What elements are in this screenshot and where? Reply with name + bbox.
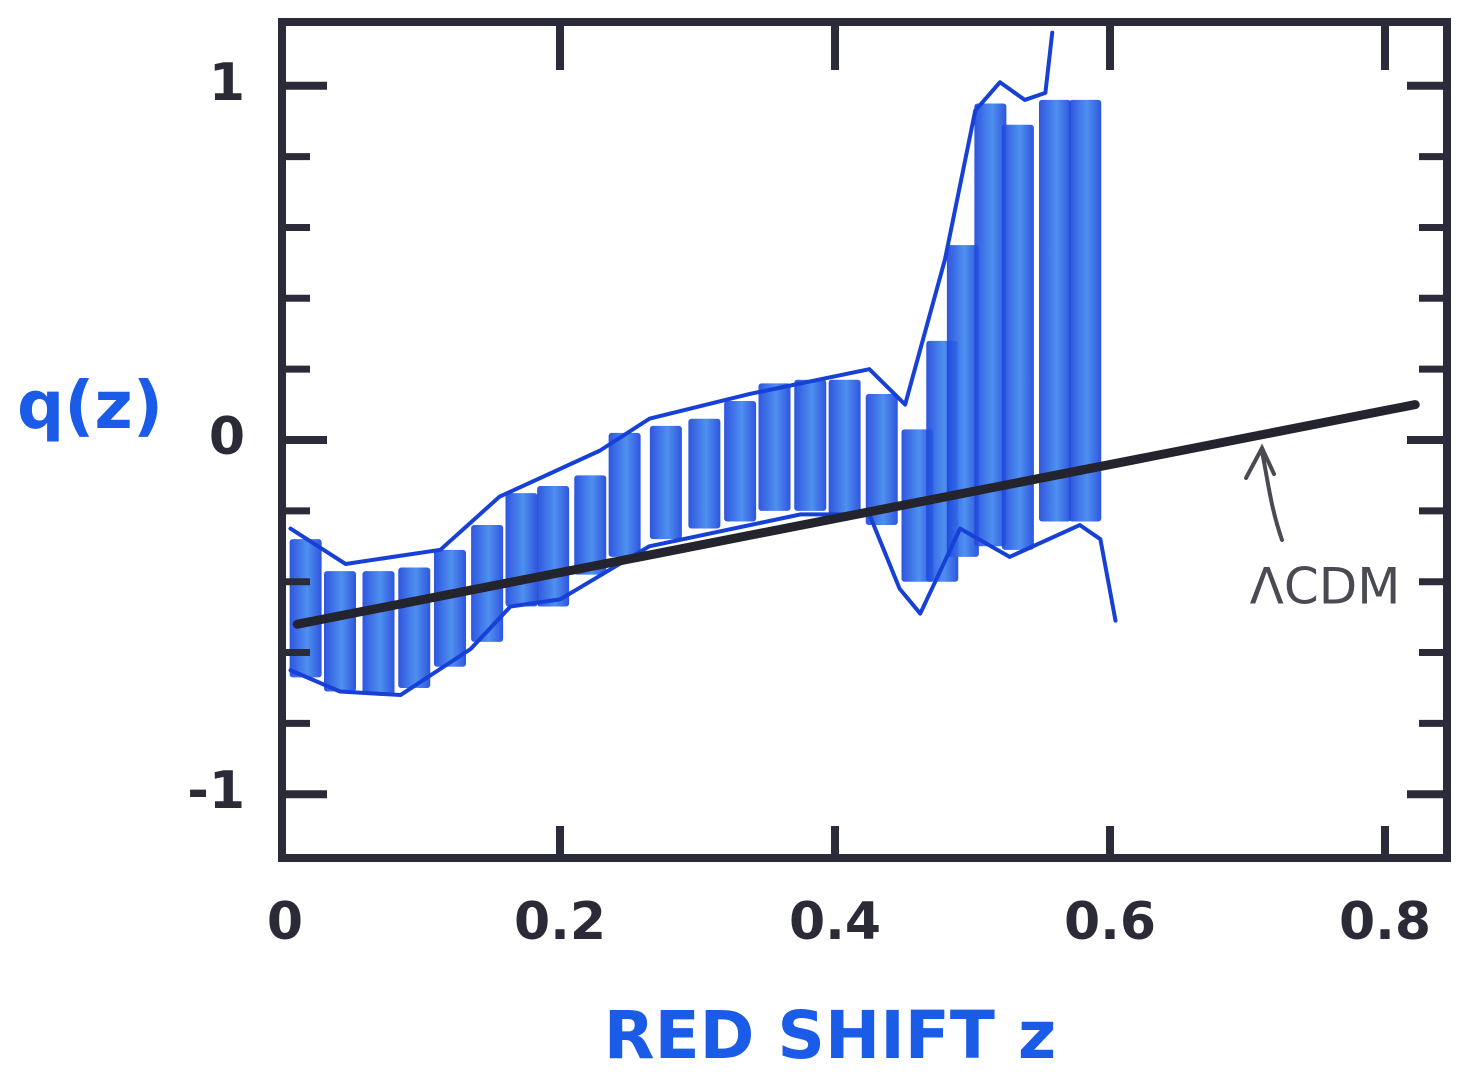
x-tick-label: 0.4 [789, 892, 881, 952]
lcdm-line [292, 400, 1420, 629]
range-bar [974, 103, 1007, 547]
y-tick-label: 1 [209, 53, 245, 113]
x-tick-label: 0 [267, 892, 303, 952]
range-bar [398, 567, 431, 688]
range-bar [649, 425, 682, 540]
range-bar [724, 401, 757, 522]
range-bar [537, 486, 570, 607]
envelope-upper [288, 30, 1055, 566]
x-tick-label: 0.6 [1064, 892, 1156, 952]
range-bar [794, 379, 827, 511]
range-bar [324, 571, 356, 692]
range-bar [688, 418, 721, 529]
range-bar [828, 379, 861, 515]
range-bar [505, 493, 538, 607]
range-bar [1001, 124, 1034, 550]
y-tick-label: -1 [187, 761, 245, 821]
range-bar [362, 571, 395, 696]
x-tick-label: 0.2 [514, 892, 606, 952]
x-axis-label: RED SHIFT z [604, 997, 1057, 1074]
range-bar [608, 432, 641, 557]
annotation-arrow [1244, 443, 1284, 542]
range-bar [289, 539, 322, 678]
x-tick-label: 0.8 [1339, 892, 1431, 952]
range-bar [434, 549, 466, 667]
y-tick-label: 0 [209, 407, 245, 467]
range-bar [946, 245, 979, 557]
range-bar [758, 383, 791, 511]
plot-frame [278, 18, 1451, 862]
y-axis-label: q(z) [17, 367, 163, 444]
range-bar [865, 393, 898, 526]
range-bar [1069, 99, 1102, 522]
range-bar [1039, 99, 1071, 522]
range-bar [574, 475, 607, 575]
lcdm-annotation: ΛCDM [1250, 558, 1401, 616]
